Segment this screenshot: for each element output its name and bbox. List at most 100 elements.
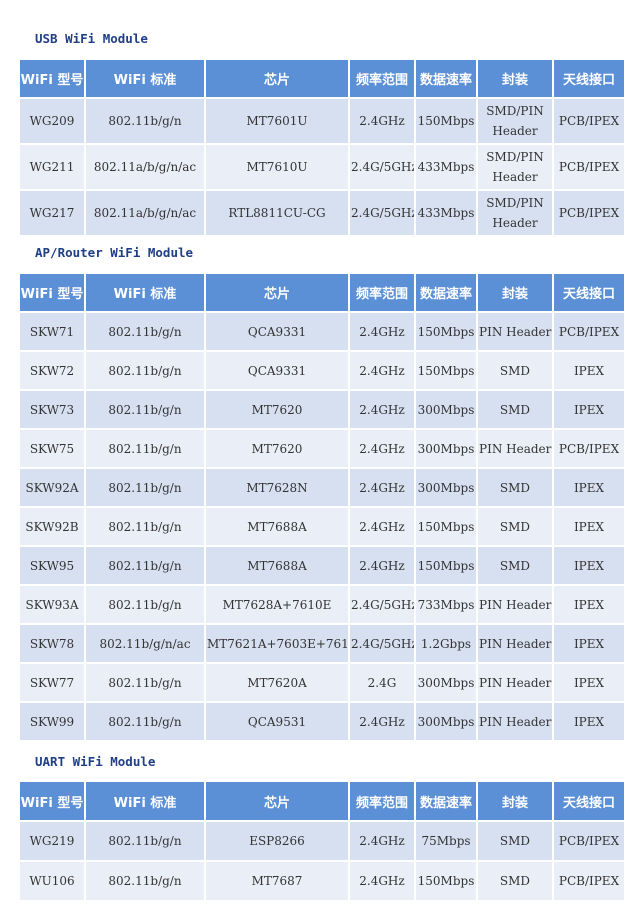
table-header-row: WiFi 型号 WiFi 标准 芯片 频率范围 数据速率 封装 天线接口	[20, 274, 624, 311]
cell-data-rate: 150Mbps	[416, 508, 476, 545]
header-frequency: 频率范围	[350, 60, 414, 97]
table-row: SKW95 802.11b/g/n MT7688A 2.4GHz 150Mbps…	[20, 547, 624, 584]
cell-package: PIN Header	[478, 664, 552, 701]
cell-package: PIN Header	[478, 703, 552, 740]
cell-data-rate: 150Mbps	[416, 313, 476, 350]
cell-package: SMD/PIN Header	[478, 191, 552, 235]
cell-antenna: IPEX	[554, 469, 624, 506]
header-frequency: 频率范围	[350, 782, 414, 820]
cell-chip: RTL8811CU-CG	[206, 191, 348, 235]
cell-model: SKW95	[20, 547, 84, 584]
cell-package: PIN Header	[478, 625, 552, 662]
cell-data-rate: 300Mbps	[416, 391, 476, 428]
cell-model: SKW99	[20, 703, 84, 740]
cell-data-rate: 150Mbps	[416, 352, 476, 389]
table-row: WG209 802.11b/g/n MT7601U 2.4GHz 150Mbps…	[20, 99, 624, 143]
cell-antenna: IPEX	[554, 391, 624, 428]
header-data-rate: 数据速率	[416, 782, 476, 820]
cell-package: SMD/PIN Header	[478, 145, 552, 189]
cell-package: PIN Header	[478, 430, 552, 467]
cell-model: SKW73	[20, 391, 84, 428]
header-standard: WiFi 标准	[86, 274, 204, 311]
table-header-row: WiFi 型号 WiFi 标准 芯片 频率范围 数据速率 封装 天线接口	[20, 782, 624, 820]
cell-data-rate: 150Mbps	[416, 862, 476, 900]
cell-frequency: 2.4G/5GHz	[350, 145, 414, 189]
cell-chip: MT7688A	[206, 508, 348, 545]
table-row: SKW72 802.11b/g/n QCA9331 2.4GHz 150Mbps…	[20, 352, 624, 389]
cell-frequency: 2.4GHz	[350, 862, 414, 900]
cell-data-rate: 300Mbps	[416, 430, 476, 467]
cell-antenna: IPEX	[554, 586, 624, 623]
cell-data-rate: 75Mbps	[416, 822, 476, 860]
cell-chip: MT7688A	[206, 547, 348, 584]
cell-model: SKW77	[20, 664, 84, 701]
header-antenna: 天线接口	[554, 782, 624, 820]
cell-model: WG211	[20, 145, 84, 189]
cell-chip: MT7620	[206, 430, 348, 467]
section-title-usb: USB WiFi Module	[35, 31, 148, 46]
cell-frequency: 2.4G/5GHz	[350, 191, 414, 235]
cell-standard: 802.11b/g/n	[86, 547, 204, 584]
cell-standard: 802.11b/g/n	[86, 430, 204, 467]
cell-frequency: 2.4GHz	[350, 703, 414, 740]
cell-data-rate: 300Mbps	[416, 703, 476, 740]
cell-frequency: 2.4G	[350, 664, 414, 701]
cell-model: SKW92B	[20, 508, 84, 545]
cell-standard: 802.11b/g/n	[86, 391, 204, 428]
header-antenna: 天线接口	[554, 60, 624, 97]
cell-standard: 802.11a/b/g/n/ac	[86, 191, 204, 235]
cell-chip: MT7620A	[206, 664, 348, 701]
header-data-rate: 数据速率	[416, 60, 476, 97]
cell-chip: QCA9331	[206, 352, 348, 389]
cell-chip: MT7621A+7603E+7612E	[206, 625, 348, 662]
cell-standard: 802.11b/g/n	[86, 99, 204, 143]
cell-package: SMD/PIN Header	[478, 99, 552, 143]
table-row: SKW75 802.11b/g/n MT7620 2.4GHz 300Mbps …	[20, 430, 624, 467]
table-row: SKW92B 802.11b/g/n MT7688A 2.4GHz 150Mbp…	[20, 508, 624, 545]
header-chip: 芯片	[206, 274, 348, 311]
cell-frequency: 2.4GHz	[350, 430, 414, 467]
table-row: SKW92A 802.11b/g/n MT7628N 2.4GHz 300Mbp…	[20, 469, 624, 506]
cell-package: SMD	[478, 391, 552, 428]
cell-antenna: PCB/IPEX	[554, 99, 624, 143]
header-package: 封装	[478, 782, 552, 820]
cell-model: WG209	[20, 99, 84, 143]
cell-antenna: IPEX	[554, 508, 624, 545]
cell-package: SMD	[478, 862, 552, 900]
cell-data-rate: 300Mbps	[416, 469, 476, 506]
table-row: WG217 802.11a/b/g/n/ac RTL8811CU-CG 2.4G…	[20, 191, 624, 235]
cell-chip: QCA9331	[206, 313, 348, 350]
cell-chip: MT7601U	[206, 99, 348, 143]
table-row: SKW93A 802.11b/g/n MT7628A+7610E 2.4G/5G…	[20, 586, 624, 623]
cell-standard: 802.11b/g/n	[86, 822, 204, 860]
cell-frequency: 2.4G/5GHz	[350, 625, 414, 662]
header-chip: 芯片	[206, 782, 348, 820]
header-chip: 芯片	[206, 60, 348, 97]
cell-frequency: 2.4GHz	[350, 391, 414, 428]
table-row: SKW78 802.11b/g/n/ac MT7621A+7603E+7612E…	[20, 625, 624, 662]
cell-standard: 802.11b/g/n	[86, 469, 204, 506]
cell-package: PIN Header	[478, 313, 552, 350]
header-frequency: 频率范围	[350, 274, 414, 311]
table-row: SKW71 802.11b/g/n QCA9331 2.4GHz 150Mbps…	[20, 313, 624, 350]
cell-package: SMD	[478, 508, 552, 545]
cell-frequency: 2.4GHz	[350, 547, 414, 584]
cell-data-rate: 300Mbps	[416, 664, 476, 701]
cell-antenna: PCB/IPEX	[554, 313, 624, 350]
cell-package: SMD	[478, 469, 552, 506]
cell-package: PIN Header	[478, 586, 552, 623]
cell-data-rate: 1.2Gbps	[416, 625, 476, 662]
header-model: WiFi 型号	[20, 782, 84, 820]
cell-package: SMD	[478, 547, 552, 584]
header-standard: WiFi 标准	[86, 60, 204, 97]
header-antenna: 天线接口	[554, 274, 624, 311]
cell-standard: 802.11b/g/n	[86, 313, 204, 350]
cell-standard: 802.11b/g/n	[86, 352, 204, 389]
cell-package: SMD	[478, 352, 552, 389]
cell-model: WG217	[20, 191, 84, 235]
cell-chip: QCA9531	[206, 703, 348, 740]
header-package: 封装	[478, 60, 552, 97]
header-package: 封装	[478, 274, 552, 311]
cell-antenna: PCB/IPEX	[554, 822, 624, 860]
cell-model: SKW93A	[20, 586, 84, 623]
